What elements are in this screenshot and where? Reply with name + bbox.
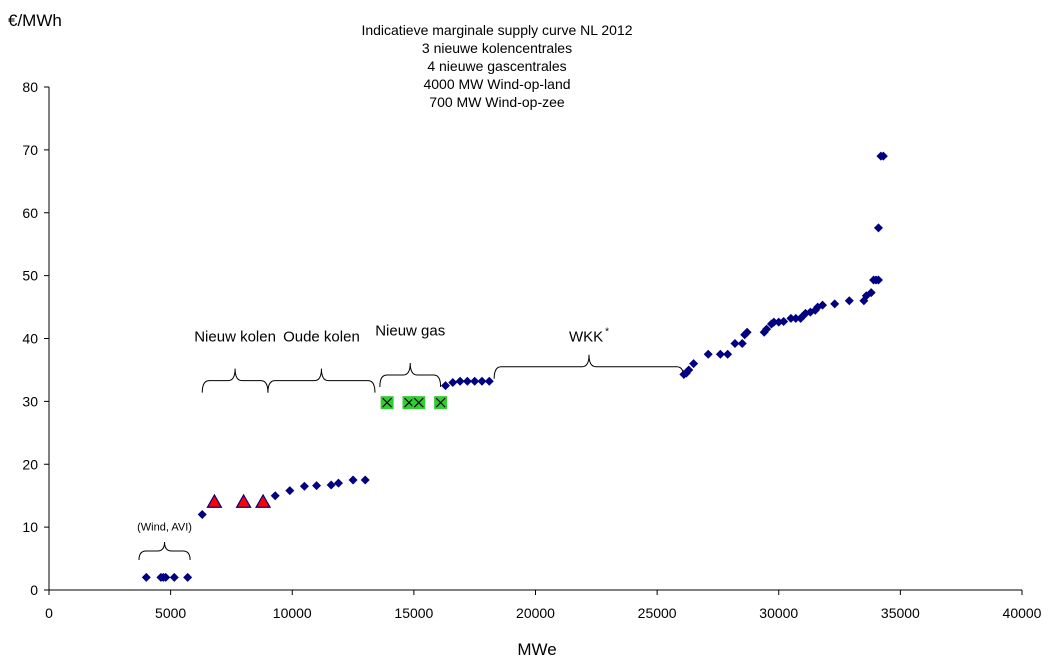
x-tick-label: 40000 — [1003, 605, 1042, 621]
data-point-diamond — [477, 376, 487, 386]
annotation-label: Nieuw kolen — [194, 329, 276, 346]
data-point-x-square — [380, 396, 394, 410]
data-point-diamond — [484, 376, 494, 386]
data-point-diamond — [873, 223, 883, 233]
data-point-diamond — [689, 359, 699, 369]
y-tick-label: 30 — [22, 393, 38, 409]
data-point-diamond — [762, 324, 772, 334]
x-tick-label: 30000 — [759, 605, 798, 621]
data-point-diamond — [312, 481, 322, 491]
data-point-diamond — [779, 317, 789, 327]
annotation-brace — [379, 362, 442, 387]
data-point-diamond — [161, 572, 171, 582]
data-point-diamond — [703, 349, 713, 359]
x-tick-label: 10000 — [273, 605, 312, 621]
title-line: 3 nieuwe kolencentrales — [422, 40, 572, 56]
y-tick-label: 0 — [30, 582, 38, 598]
y-tick-label: 10 — [22, 519, 38, 535]
data-point-diamond — [873, 275, 883, 285]
data-point-diamond — [844, 296, 854, 306]
data-point-diamond — [348, 475, 358, 485]
data-point-diamond — [462, 376, 472, 386]
data-point-triangle — [235, 493, 252, 508]
x-tick-label: 25000 — [638, 605, 677, 621]
data-point-diamond — [715, 349, 725, 359]
data-point-diamond — [786, 313, 796, 323]
annotations: (Wind, AVI) Nieuw kolen Oude kolen Nieuw ga… — [137, 322, 685, 561]
annotation-label: Oude kolen — [283, 329, 360, 346]
data-point-diamond — [326, 480, 336, 490]
y-tick-label: 70 — [22, 142, 38, 158]
title-line: 700 MW Wind-op-zee — [429, 94, 565, 110]
data-point-diamond — [730, 339, 740, 349]
data-point-diamond — [183, 572, 193, 582]
data-point-diamond — [333, 478, 343, 488]
title-line: Indicatieve marginale supply curve NL 20… — [361, 22, 632, 38]
data-point-diamond — [141, 572, 151, 582]
data-point-x-square — [412, 396, 426, 410]
x-tick-label: 5000 — [155, 605, 186, 621]
y-axis-ticks: 0 10 20 30 40 50 60 70 80 — [22, 79, 49, 598]
data-point-diamond — [866, 288, 876, 298]
chart-title: Indicatieve marginale supply curve NL 20… — [361, 22, 632, 110]
data-point-diamond — [470, 376, 480, 386]
data-point-diamond — [830, 299, 840, 309]
data-point-diamond — [737, 339, 747, 349]
data-point-diamond — [169, 572, 179, 582]
data-point-triangle — [206, 493, 223, 508]
x-tick-label: 0 — [45, 605, 53, 621]
x-tick-label: 20000 — [516, 605, 555, 621]
data-point-diamond — [791, 313, 801, 323]
y-tick-label: 80 — [22, 79, 38, 95]
annotation-label: (Wind, AVI) — [137, 521, 192, 533]
data-point-diamond — [197, 510, 207, 520]
x-tick-label: 15000 — [394, 605, 433, 621]
data-point-diamond — [723, 349, 733, 359]
x-axis-ticks: 0 5000 10000 15000 20000 25000 30000 35000 40000 — [45, 590, 1042, 621]
data-point-diamond — [299, 481, 309, 491]
annotation-brace — [138, 542, 191, 561]
y-axis-title: €/MWh — [8, 11, 62, 30]
data-point-diamond — [360, 475, 370, 485]
x-axis-title: MWe — [517, 640, 556, 657]
title-line: 4 nieuwe gascentrales — [427, 58, 566, 74]
y-tick-label: 50 — [22, 268, 38, 284]
title-line: 4000 MW Wind-op-land — [423, 76, 570, 92]
data-point-diamond — [878, 151, 888, 161]
data-point-diamond — [818, 300, 828, 310]
annotation-brace — [267, 368, 376, 393]
data-point-diamond — [684, 365, 694, 375]
data-point-diamond — [440, 381, 450, 391]
y-tick-label: 60 — [22, 205, 38, 221]
y-tick-label: 20 — [22, 456, 38, 472]
data-point-diamond — [270, 491, 280, 501]
data-point-diamond — [448, 378, 458, 388]
annotation-label: WKK * — [569, 327, 609, 346]
y-tick-label: 40 — [22, 331, 38, 347]
annotation-brace — [201, 368, 269, 393]
annotation-brace — [493, 354, 685, 379]
data-point-diamond — [285, 486, 295, 496]
data-points — [141, 151, 888, 582]
x-tick-label: 35000 — [881, 605, 920, 621]
data-point-x-square — [434, 396, 448, 410]
data-point-diamond — [769, 317, 779, 327]
data-point-triangle — [255, 493, 272, 508]
annotation-label: Nieuw gas — [375, 322, 445, 339]
data-point-diamond — [455, 376, 465, 386]
data-point-diamond — [742, 327, 752, 337]
